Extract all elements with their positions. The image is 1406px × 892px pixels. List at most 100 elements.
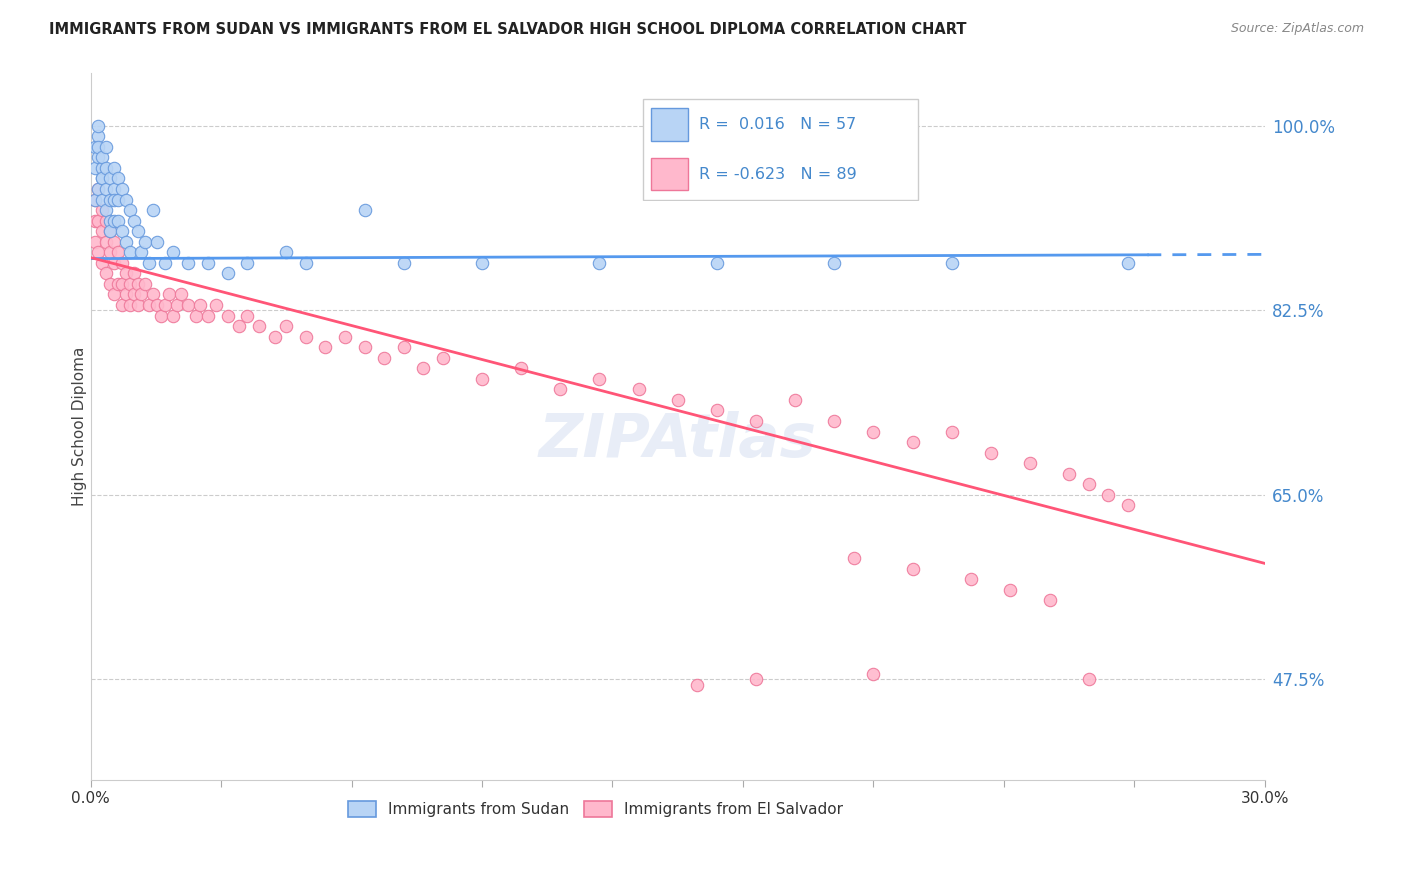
Point: [98, 224, 121, 238]
Point: [118, 277, 141, 291]
Point: [127, 298, 149, 312]
Point: [98, 224, 121, 238]
Point: [510, 361, 533, 376]
Point: [91, 256, 114, 270]
Point: [353, 340, 375, 354]
Point: [96, 266, 118, 280]
Point: [1038, 593, 1060, 607]
Y-axis label: High School Diploma: High School Diploma: [72, 347, 87, 506]
Point: [111, 256, 134, 270]
Point: [91, 150, 114, 164]
Point: [941, 256, 963, 270]
Point: [122, 266, 145, 280]
Point: [115, 193, 138, 207]
Point: [98, 193, 121, 207]
Point: [432, 351, 454, 365]
Point: [91, 203, 114, 218]
Point: [115, 266, 138, 280]
Point: [177, 298, 200, 312]
Point: [706, 403, 728, 417]
Point: [111, 224, 134, 238]
Point: [103, 213, 125, 227]
Point: [138, 256, 160, 270]
Point: [186, 309, 208, 323]
Point: [153, 298, 176, 312]
Point: [131, 245, 153, 260]
Point: [83, 161, 105, 175]
Point: [205, 298, 228, 312]
Point: [276, 245, 298, 260]
Point: [823, 414, 845, 428]
Point: [276, 319, 298, 334]
Point: [169, 287, 191, 301]
Point: [83, 193, 105, 207]
Point: [823, 256, 845, 270]
Text: ZIPAtlas: ZIPAtlas: [538, 411, 817, 470]
Point: [115, 235, 138, 249]
Point: [96, 182, 118, 196]
Point: [103, 256, 125, 270]
Point: [247, 319, 270, 334]
Point: [153, 256, 176, 270]
Point: [142, 203, 165, 218]
Point: [111, 298, 134, 312]
Point: [217, 266, 239, 280]
Point: [217, 309, 239, 323]
Point: [862, 425, 884, 439]
Point: [83, 140, 105, 154]
FancyBboxPatch shape: [651, 158, 688, 190]
Point: [98, 245, 121, 260]
Point: [103, 287, 125, 301]
Text: R =  0.016   N = 57: R = 0.016 N = 57: [699, 117, 856, 132]
Point: [295, 256, 318, 270]
Point: [1116, 256, 1139, 270]
FancyBboxPatch shape: [643, 99, 918, 200]
Point: [91, 171, 114, 186]
Point: [87, 245, 110, 260]
Point: [745, 414, 768, 428]
Point: [295, 329, 318, 343]
Point: [980, 445, 1002, 459]
Point: [96, 140, 118, 154]
Point: [96, 213, 118, 227]
Point: [666, 392, 689, 407]
Point: [162, 309, 184, 323]
Point: [901, 435, 924, 450]
Point: [87, 129, 110, 144]
Point: [197, 309, 219, 323]
Point: [1019, 456, 1042, 470]
Point: [118, 203, 141, 218]
Point: [127, 224, 149, 238]
Point: [142, 287, 165, 301]
Point: [842, 551, 865, 566]
Point: [314, 340, 336, 354]
Point: [111, 277, 134, 291]
Point: [392, 340, 415, 354]
Point: [111, 182, 134, 196]
Point: [91, 161, 114, 175]
FancyBboxPatch shape: [651, 109, 688, 141]
Point: [236, 309, 259, 323]
Point: [107, 277, 129, 291]
Point: [98, 277, 121, 291]
Point: [98, 171, 121, 186]
Point: [134, 235, 156, 249]
Point: [1077, 477, 1099, 491]
Point: [122, 213, 145, 227]
Point: [122, 287, 145, 301]
Point: [471, 372, 494, 386]
Point: [588, 256, 610, 270]
Point: [1000, 582, 1022, 597]
Point: [91, 193, 114, 207]
Point: [91, 171, 114, 186]
Point: [131, 287, 153, 301]
Point: [373, 351, 395, 365]
Point: [263, 329, 285, 343]
Point: [103, 161, 125, 175]
Point: [134, 277, 156, 291]
Point: [118, 245, 141, 260]
Point: [177, 256, 200, 270]
Point: [1116, 499, 1139, 513]
Point: [107, 171, 129, 186]
Point: [392, 256, 415, 270]
